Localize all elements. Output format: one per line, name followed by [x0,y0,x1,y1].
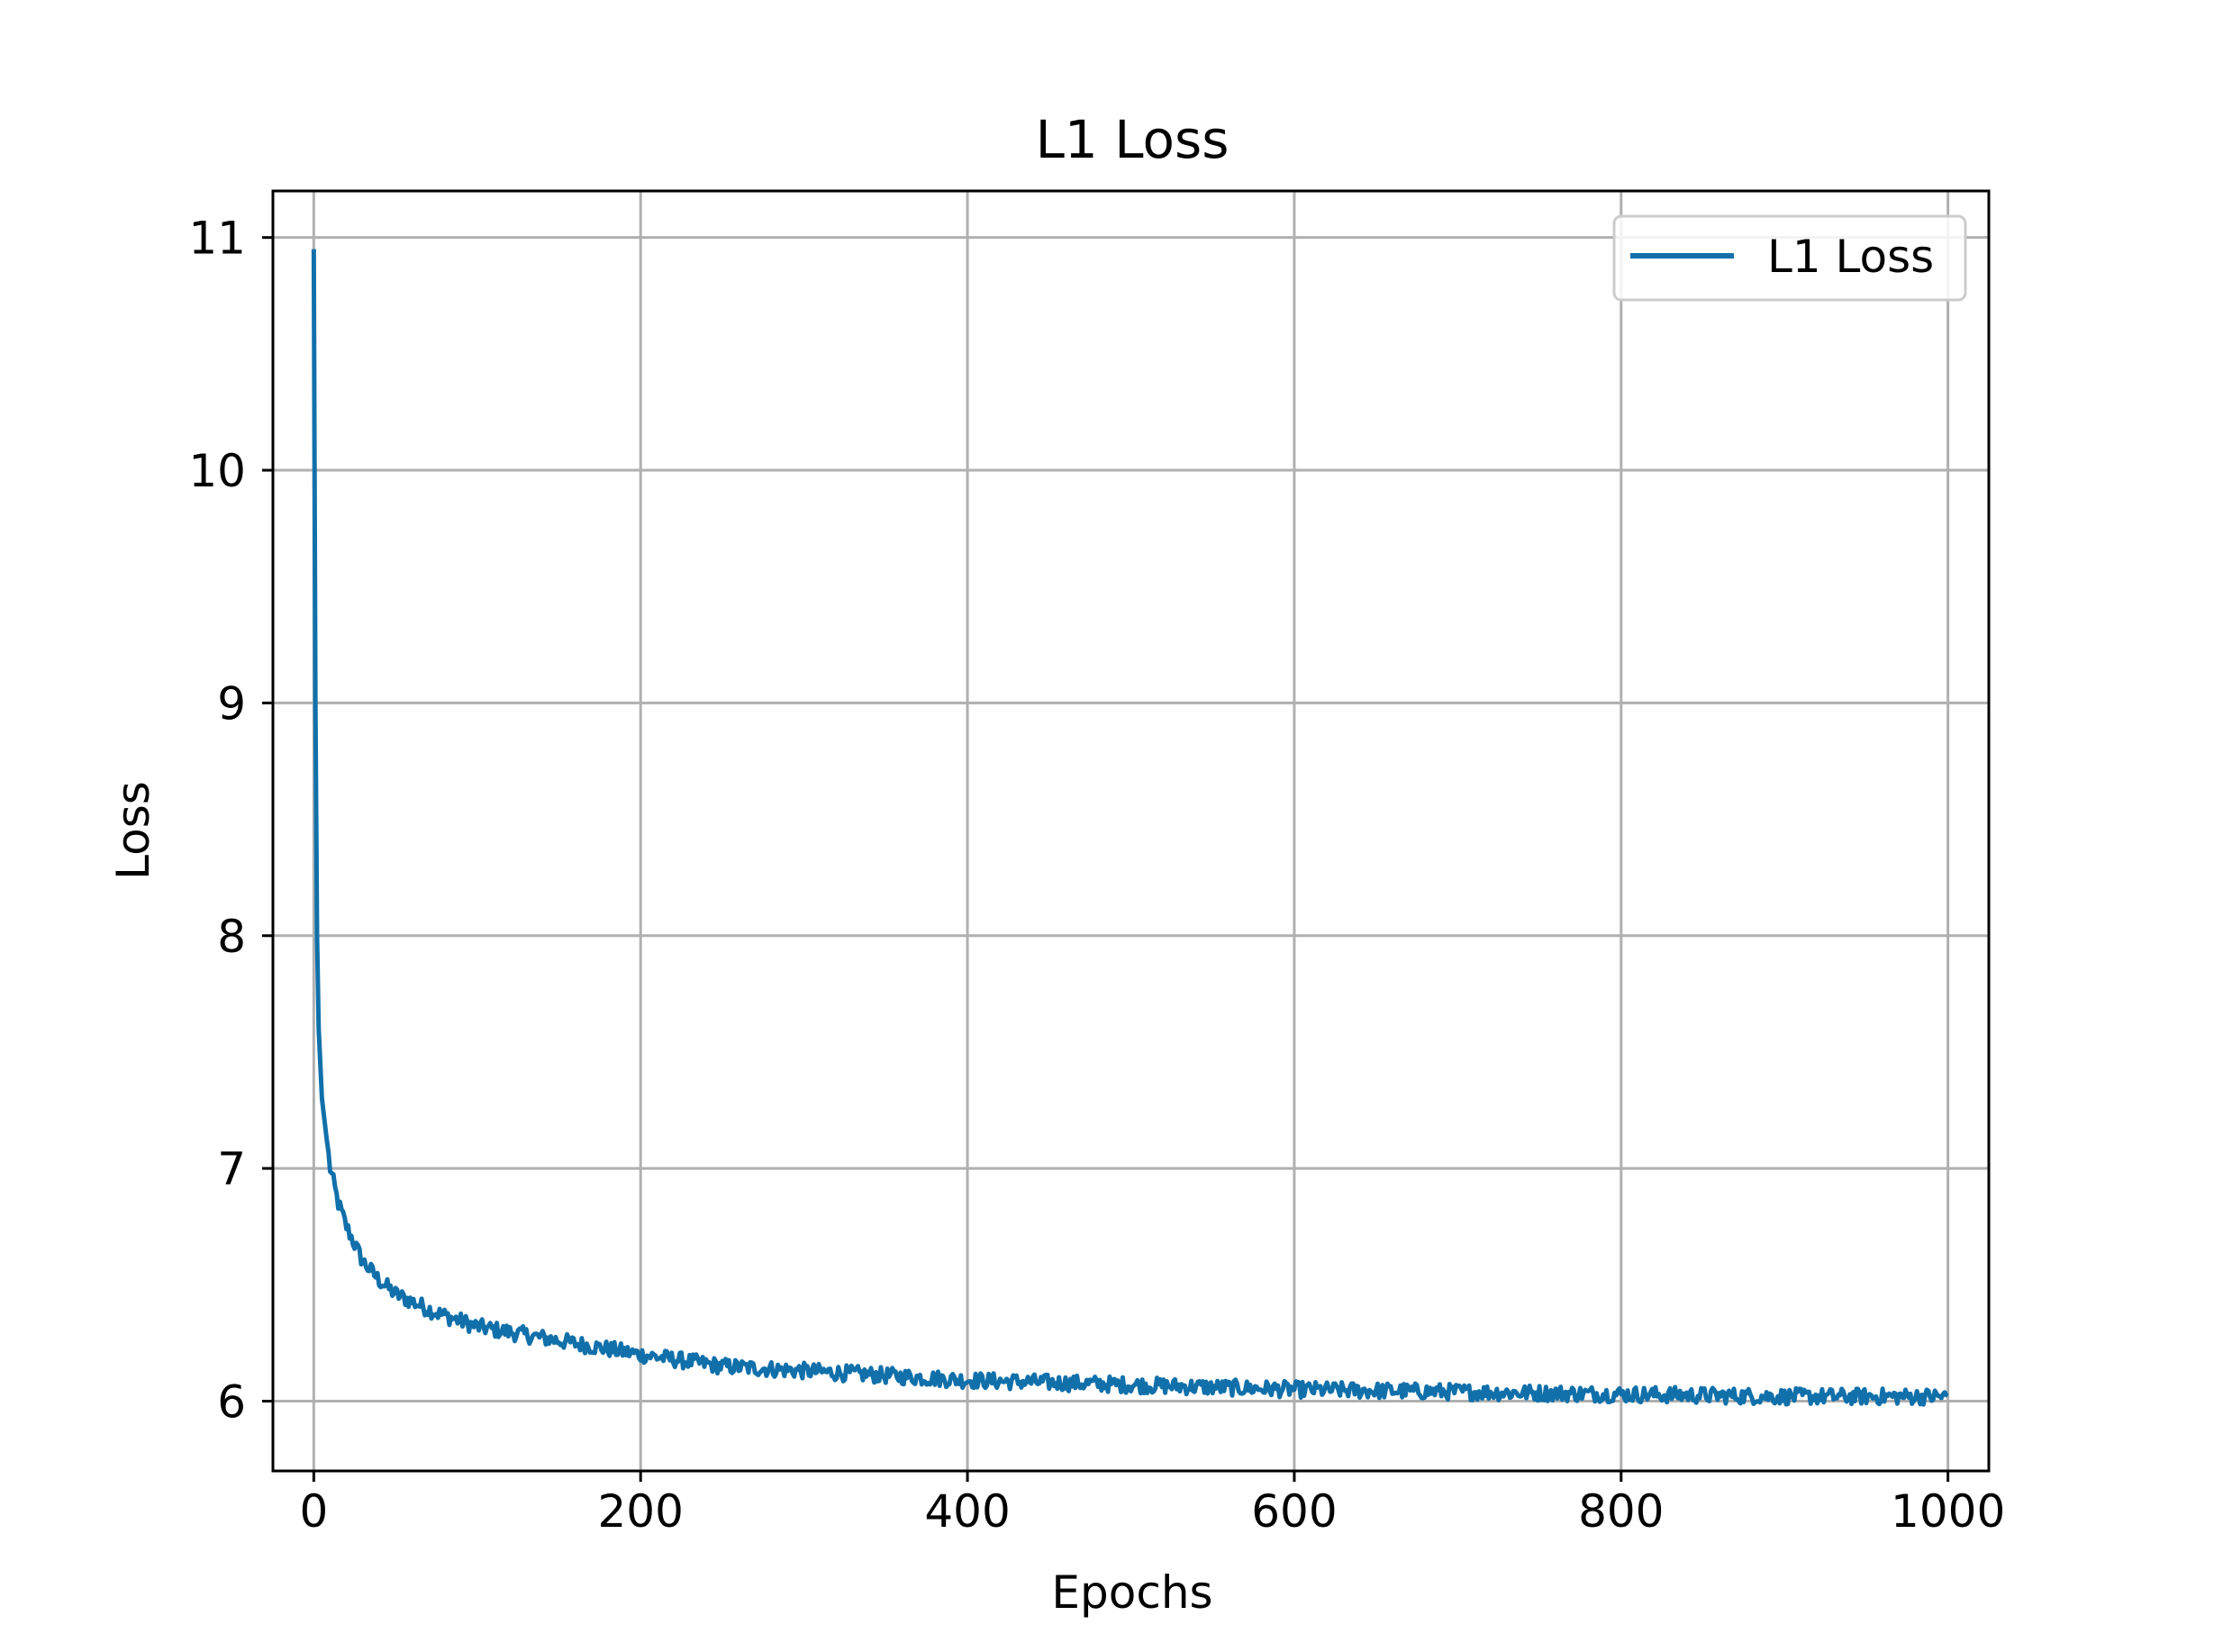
x-axis-label: Epochs [1051,1566,1212,1619]
x-tick-label: 800 [1578,1485,1664,1538]
series-layer [311,249,1949,1407]
y-tick-label: 6 [217,1375,246,1428]
chart-title: L1 Loss [1036,109,1229,170]
x-tick-label: 600 [1251,1485,1337,1538]
y-tick-label: 7 [217,1143,246,1195]
y-axis-label: Loss [107,781,159,880]
grid [273,191,1989,1471]
x-tick-label: 1000 [1891,1485,2005,1538]
legend: L1 Loss [1612,214,1967,302]
series-line [311,249,1949,1407]
y-tick-label: 9 [217,677,246,730]
plot-frame [271,189,1991,1473]
legend-box [1612,214,1967,302]
y-tick-label: 8 [217,911,246,963]
x-tick-label: 0 [299,1485,328,1538]
x-tick-label: 400 [924,1485,1010,1538]
y-tick-label: 10 [188,445,246,497]
legend-label: L1 Loss [1767,231,1934,283]
y-tick-label: 11 [188,213,246,265]
ticks: 0 200 400 600 800 1000 6 7 8 9 10 11 [188,213,2005,1538]
x-tick-label: 200 [597,1485,683,1538]
